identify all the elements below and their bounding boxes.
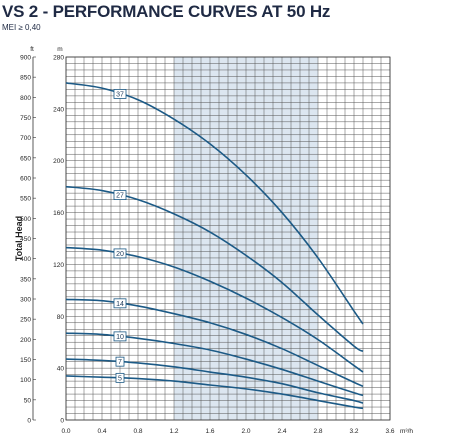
x-tick-label: 1.2 [169, 428, 178, 435]
curve-label-20: 20 [116, 251, 124, 258]
m-tick-label: 240 [53, 106, 64, 113]
curve-label-7: 7 [118, 359, 122, 366]
x-tick-label: 0.4 [97, 428, 106, 435]
ft-tick-label: 300 [20, 297, 31, 304]
x-unit-label: m³/h [400, 428, 413, 435]
m-tick-label: 280 [53, 55, 64, 62]
ft-tick-label: 650 [20, 155, 31, 162]
curves: 37 27 20 14 10 7 5 [65, 82, 364, 410]
ft-tick-label: 200 [20, 337, 31, 344]
y-axis-title: Total Head [14, 216, 24, 261]
x-tick-label: 0.8 [133, 428, 142, 435]
curve-label-box-37 [113, 89, 127, 99]
m-tick-label: 200 [53, 158, 64, 165]
curve-label-10: 10 [116, 334, 124, 341]
ft-tick-label: 500 [20, 216, 31, 223]
curve-label-37: 37 [116, 91, 124, 98]
chart-title: VS 2 - PERFORMANCE CURVES AT 50 Hz [2, 2, 331, 21]
plot-frame [65, 56, 391, 421]
curve-label-box-14 [113, 298, 127, 309]
ft-tick-label: 400 [20, 256, 31, 263]
m-tick-label: 0 [60, 418, 64, 425]
x-tick-label: 3.6 [385, 428, 394, 435]
ft-tick-label: 700 [20, 135, 31, 142]
ft-tick-label: 250 [20, 317, 31, 324]
x-tick-label: 2.4 [277, 428, 286, 435]
curve-label-box-7 [115, 356, 125, 367]
curve-label-14: 14 [116, 301, 124, 308]
ft-tick-label: 600 [20, 176, 31, 183]
curve-label-box-10 [113, 331, 127, 342]
x-tick-label: 3.2 [349, 428, 358, 435]
curve-label-box-5 [115, 372, 125, 383]
m-tick-label: 120 [53, 262, 64, 269]
ft-unit-label: ft [30, 46, 34, 53]
ft-tick-label: 150 [20, 357, 31, 364]
curve-label-box-20 [113, 248, 127, 259]
ft-tick-label: 800 [20, 95, 31, 102]
x-tick-label: 0.0 [61, 428, 70, 435]
curve-label-27: 27 [116, 193, 124, 200]
m-tick-label: 80 [57, 314, 65, 321]
ft-tick-label: 750 [20, 115, 31, 122]
ft-tick-label: 550 [20, 196, 31, 203]
m-unit-label: m [57, 46, 62, 53]
m-tick-label: 160 [53, 210, 64, 217]
chart-subtitle: MEI ≥ 0,40 [2, 23, 41, 32]
ft-tick-label: 900 [20, 55, 31, 62]
ft-tick-label: 350 [20, 276, 31, 283]
x-tick-label: 2.0 [241, 428, 250, 435]
ft-tick-label: 850 [20, 75, 31, 82]
ft-tick-label: 50 [24, 397, 32, 404]
ft-tick-label: 450 [20, 236, 31, 243]
ft-tick-label: 0 [27, 418, 31, 425]
ft-tick-label: 100 [20, 377, 31, 384]
m-tick-label: 40 [57, 366, 65, 373]
curve-label-box-27 [113, 190, 127, 200]
x-tick-label: 1.6 [205, 428, 214, 435]
curve-label-5: 5 [118, 375, 122, 382]
x-tick-label: 2.8 [313, 428, 322, 435]
grid [65, 56, 391, 421]
